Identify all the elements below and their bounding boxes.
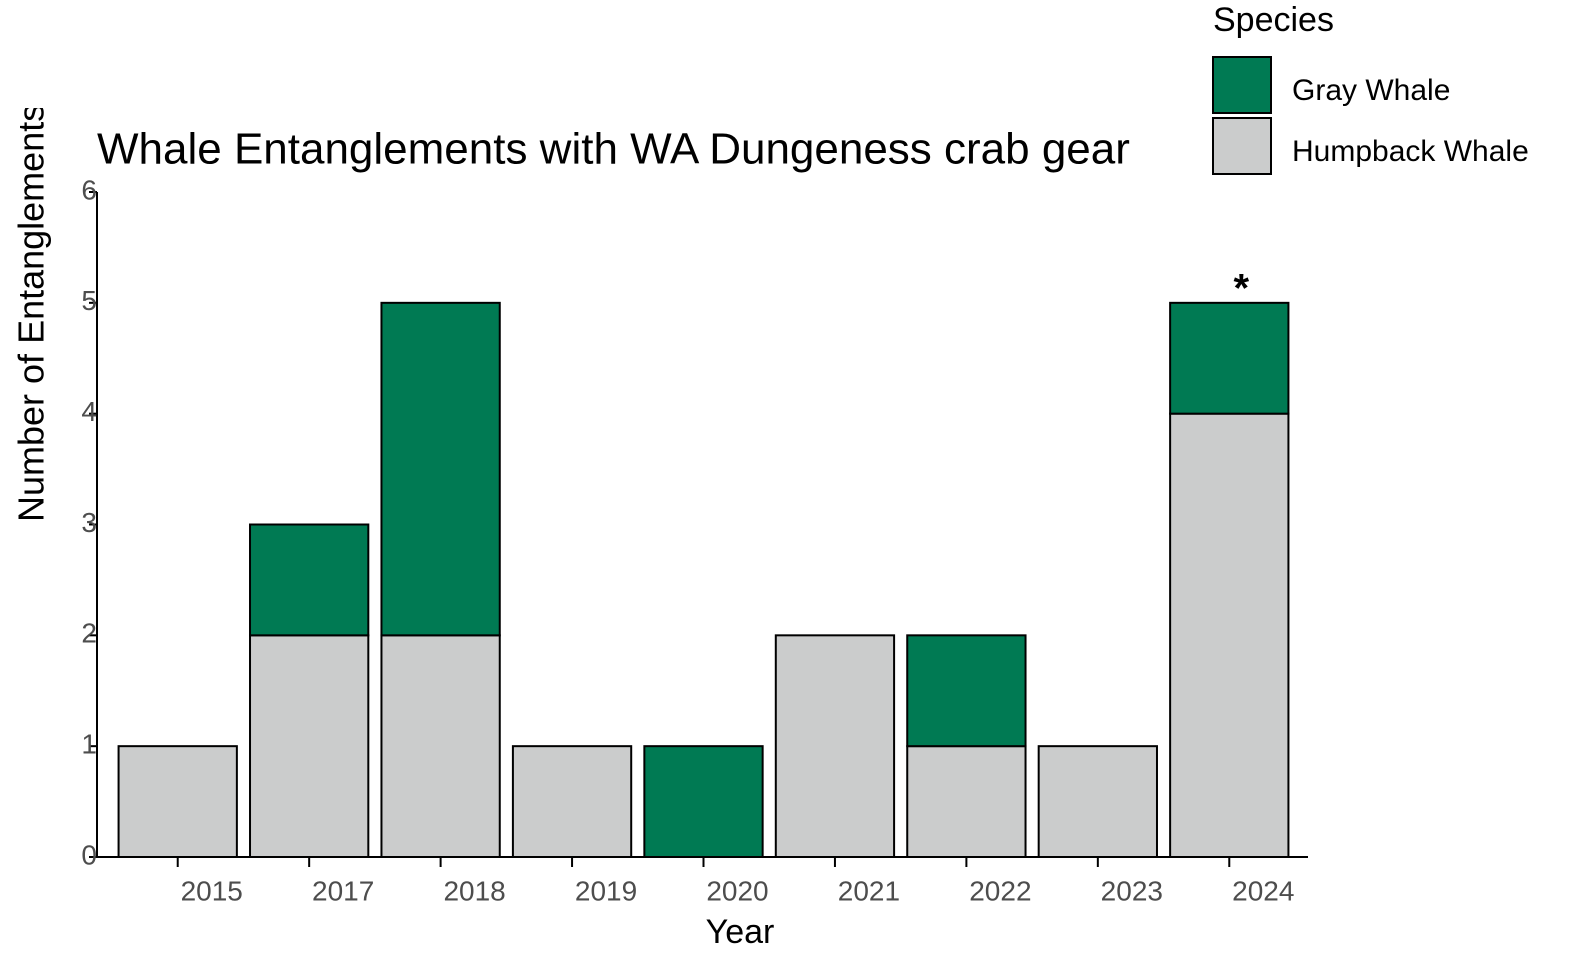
x-tick-label: 2015 — [181, 875, 243, 906]
y-tick-label: 6 — [81, 174, 97, 205]
x-tick-label: 2024 — [1232, 875, 1294, 906]
legend-swatch — [1212, 117, 1272, 175]
y-tick-label: 1 — [81, 729, 97, 760]
y-tick-label: 2 — [81, 618, 97, 649]
legend-label: Gray Whale — [1292, 74, 1450, 107]
bar-segment — [643, 745, 764, 859]
annotation: * — [1233, 266, 1249, 310]
x-tick-label: 2018 — [443, 875, 505, 906]
bar-segment — [117, 745, 238, 859]
x-tick-label: 2020 — [706, 875, 768, 906]
bar-segment — [1169, 412, 1290, 858]
bar-segment — [380, 634, 501, 858]
y-tick-label: 4 — [81, 396, 97, 427]
bar-segment — [249, 523, 370, 637]
bar-segment — [1169, 301, 1290, 415]
chart-title: Whale Entanglements with WA Dungeness cr… — [97, 125, 1130, 174]
x-tick-label: 2023 — [1101, 875, 1163, 906]
legend-swatch — [1212, 56, 1272, 114]
bar-segment — [380, 301, 501, 637]
bar-segment — [249, 634, 370, 858]
bar-segment — [1037, 745, 1158, 859]
x-tick-label: 2017 — [312, 875, 374, 906]
bar-segment — [511, 745, 633, 859]
x-tick-label: 2019 — [575, 875, 637, 906]
y-tick-label: 3 — [81, 507, 97, 538]
y-tick-label: 5 — [81, 285, 97, 316]
legend-title: Species — [1213, 1, 1334, 39]
bar-segment — [906, 745, 1027, 859]
x-tick-label: 2021 — [838, 875, 900, 906]
legend-label: Humpback Whale — [1292, 135, 1529, 168]
bar-segment — [774, 634, 896, 858]
y-axis-label: Number of Entanglements — [11, 104, 52, 522]
x-tick-label: 2022 — [969, 875, 1031, 906]
x-axis-label: Year — [706, 913, 775, 951]
bar-segment — [906, 634, 1027, 748]
y-tick-label: 0 — [81, 839, 97, 870]
